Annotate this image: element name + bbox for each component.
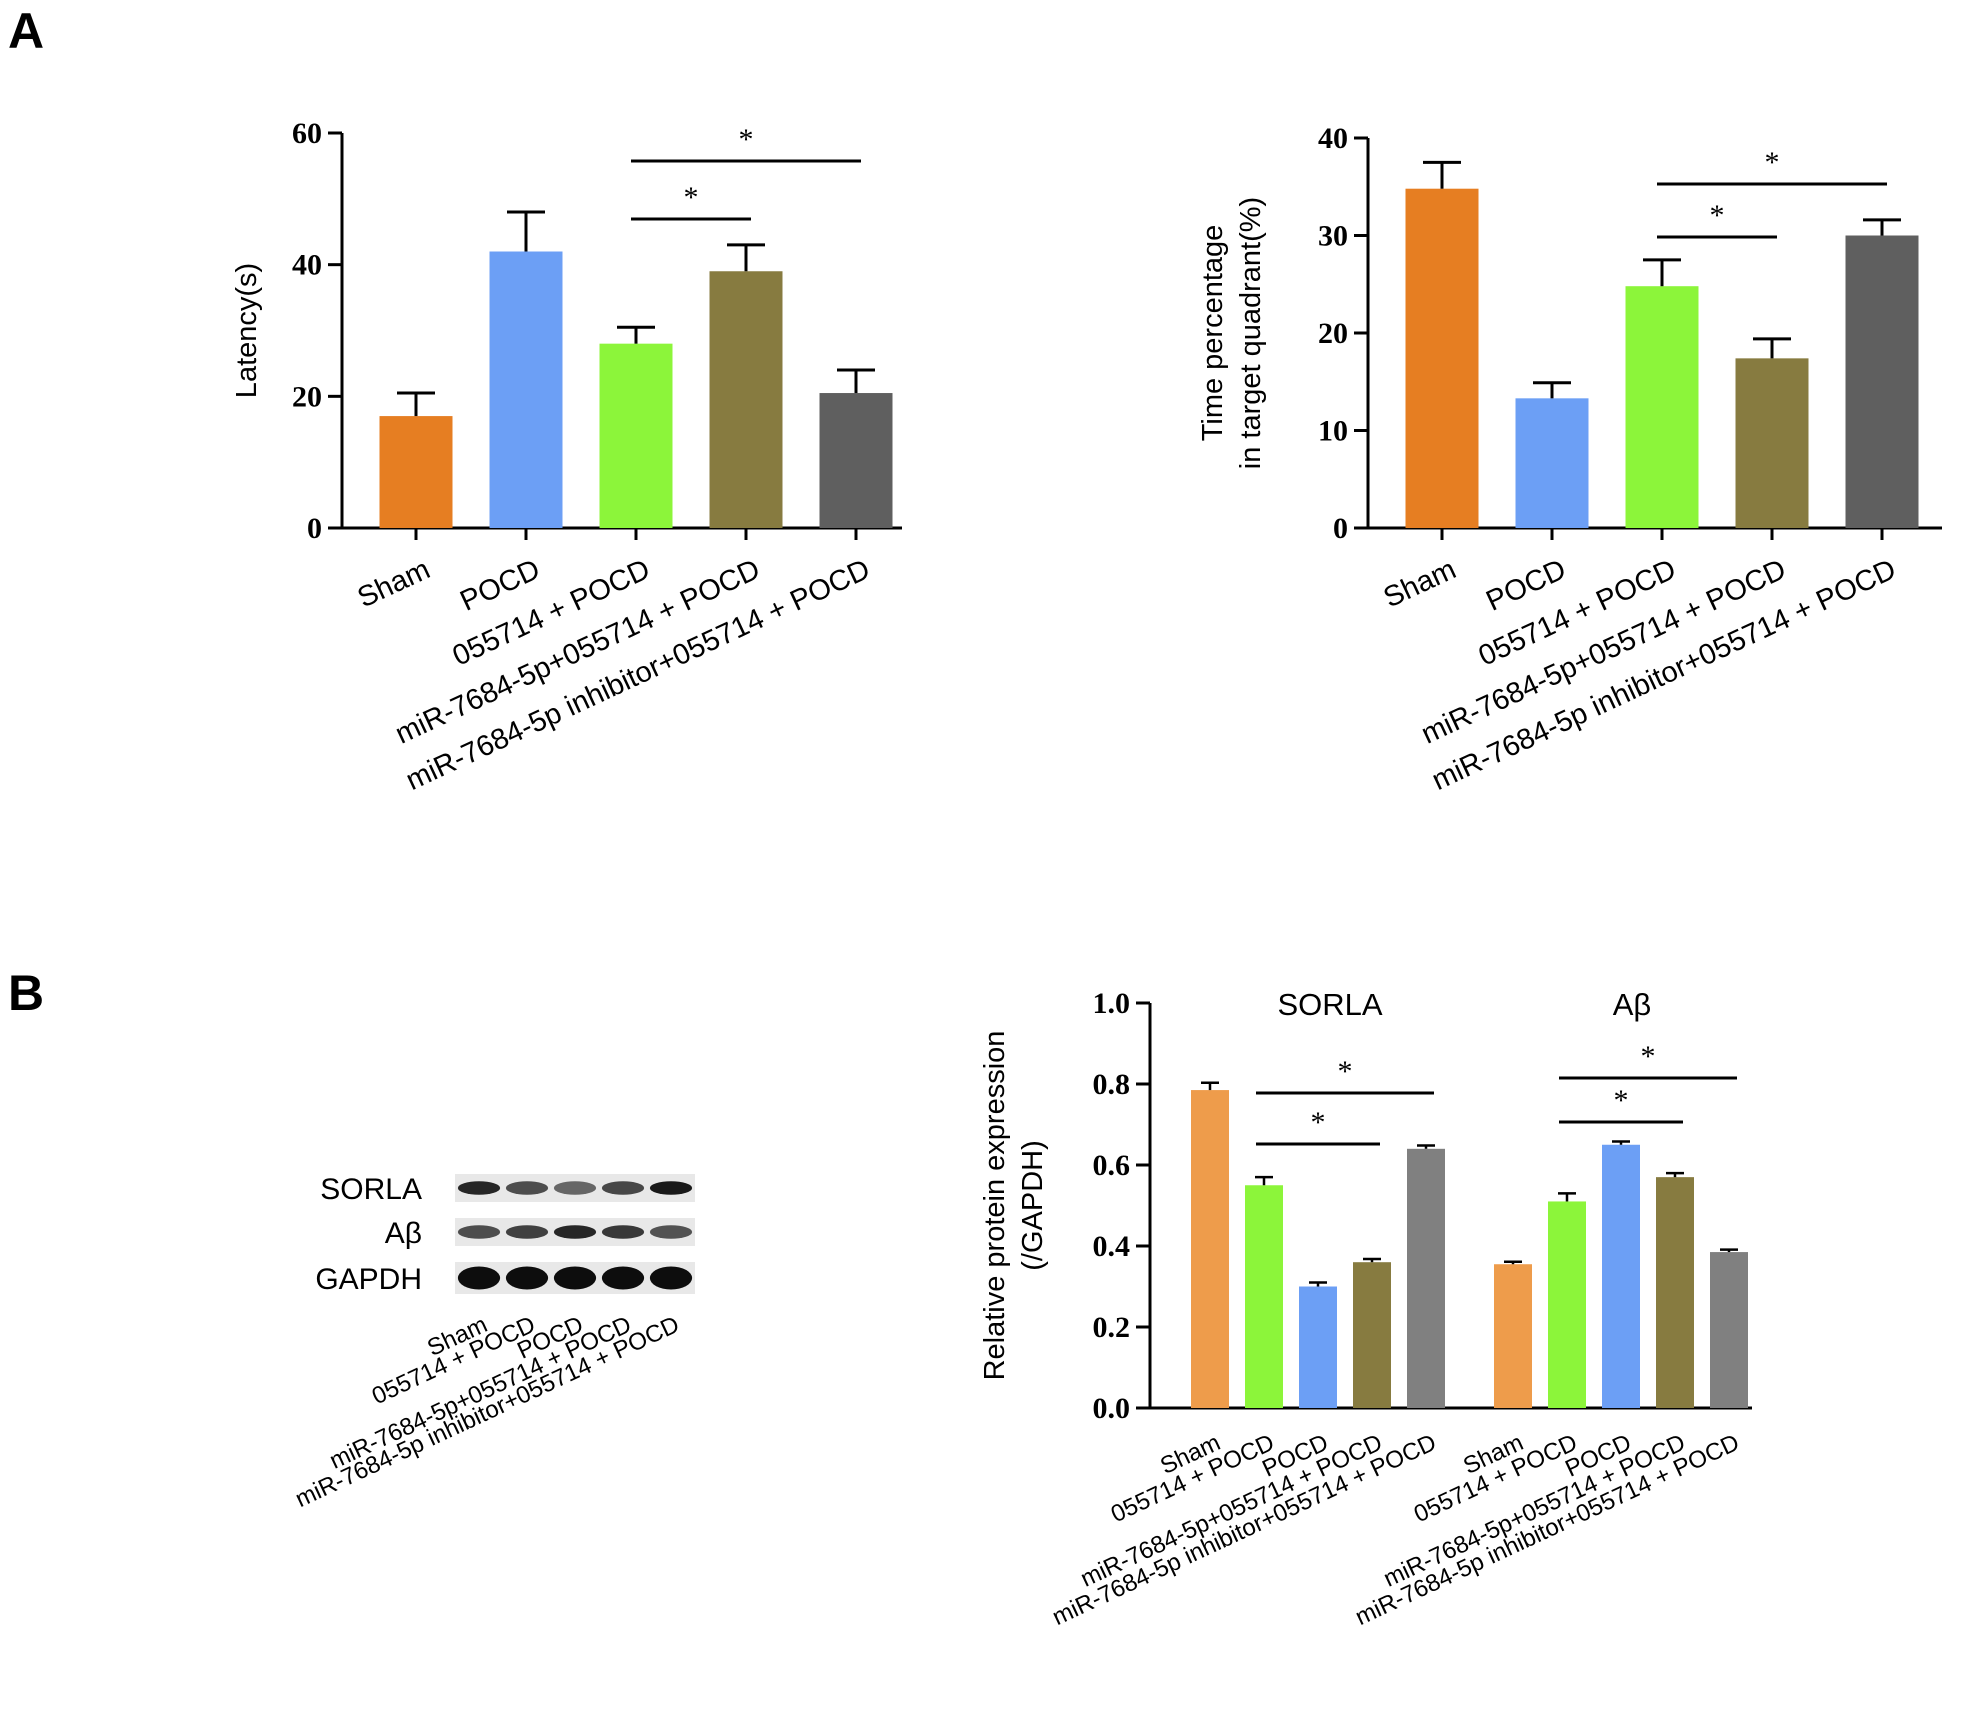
x-tick-label: Sham [1379,553,1461,614]
blot-protein-label: GAPDH [315,1263,422,1296]
y-tick-label: 0 [307,512,322,545]
y-tick-label: 20 [1318,317,1348,350]
bar [1602,1144,1640,1408]
significance-star: * [1311,1106,1326,1139]
significance-star: * [739,123,754,156]
y-tick-label: 0.4 [1093,1230,1131,1263]
panel-label-a: A [8,3,44,59]
blot-band [553,1225,597,1239]
bar [819,393,893,528]
bar [1710,1252,1748,1408]
protein-expression-chart: 0.0 0.2 0.4 0.6 0.8 1.0 Relative protein expre… [979,987,1752,1631]
blot-band [457,1181,501,1195]
y-tick-label: 60 [292,117,322,150]
bar [1299,1286,1337,1408]
y-tick-label: 0.2 [1093,1311,1131,1344]
bar [1353,1262,1391,1408]
bar [1494,1264,1532,1408]
blot-band [505,1266,549,1290]
bar [1407,1148,1445,1408]
bar [1656,1177,1694,1408]
y-tick-label: 0 [1333,512,1348,545]
bar [1245,1185,1283,1408]
significance-star: * [1765,146,1780,179]
blot-band [601,1266,645,1290]
y-tick-label: 0.8 [1093,1068,1131,1101]
blot-band [457,1225,501,1239]
blot-band [505,1181,549,1195]
blot-band [505,1225,549,1239]
blot-band [457,1266,501,1290]
blot-band [553,1181,597,1195]
group-label: Aβ [1613,987,1652,1022]
time-percentage-chart: 0 10 20 30 40 Time percentage in target quadra… [1197,122,1942,797]
blot-protein-label: SORLA [320,1173,422,1206]
blot-protein-label: Aβ [385,1217,422,1250]
y-axis-label: Time percentage in target quadrant(%) [1197,197,1267,469]
bar [1845,235,1919,528]
y-tick-label: 0.0 [1093,1392,1131,1425]
significance-star: * [684,181,699,214]
significance-star: * [1710,199,1725,232]
y-tick-label: 30 [1318,220,1348,253]
significance-star: * [1641,1040,1656,1073]
y-axis-label: Relative protein expression (/GAPDH) [979,1031,1049,1381]
bar [709,271,783,528]
y-tick-label: 40 [1318,122,1348,155]
y-tick-label: 40 [292,249,322,282]
blot-band [553,1266,597,1290]
bar [1735,358,1809,528]
blot-band [649,1266,693,1290]
bar [1548,1201,1586,1408]
blot-band [649,1181,693,1195]
panel-label-b: B [8,965,44,1021]
y-tick-label: 1.0 [1093,987,1131,1020]
blot-band [649,1225,693,1239]
group-label: SORLA [1277,987,1382,1022]
blot-band [601,1225,645,1239]
significance-star: * [1338,1055,1353,1088]
blot-band [601,1181,645,1195]
significance-star: * [1614,1084,1629,1117]
bar [1405,188,1479,528]
bar [379,416,453,528]
bar [1625,286,1699,528]
bar [1191,1090,1229,1408]
bar [1515,398,1589,528]
bar [599,343,673,528]
y-axis-label: Latency(s) [231,263,263,398]
y-tick-label: 0.6 [1093,1149,1131,1182]
y-tick-label: 10 [1318,415,1348,448]
x-tick-label: Sham [353,553,435,614]
bar [489,251,563,528]
y-tick-label: 20 [292,380,322,413]
